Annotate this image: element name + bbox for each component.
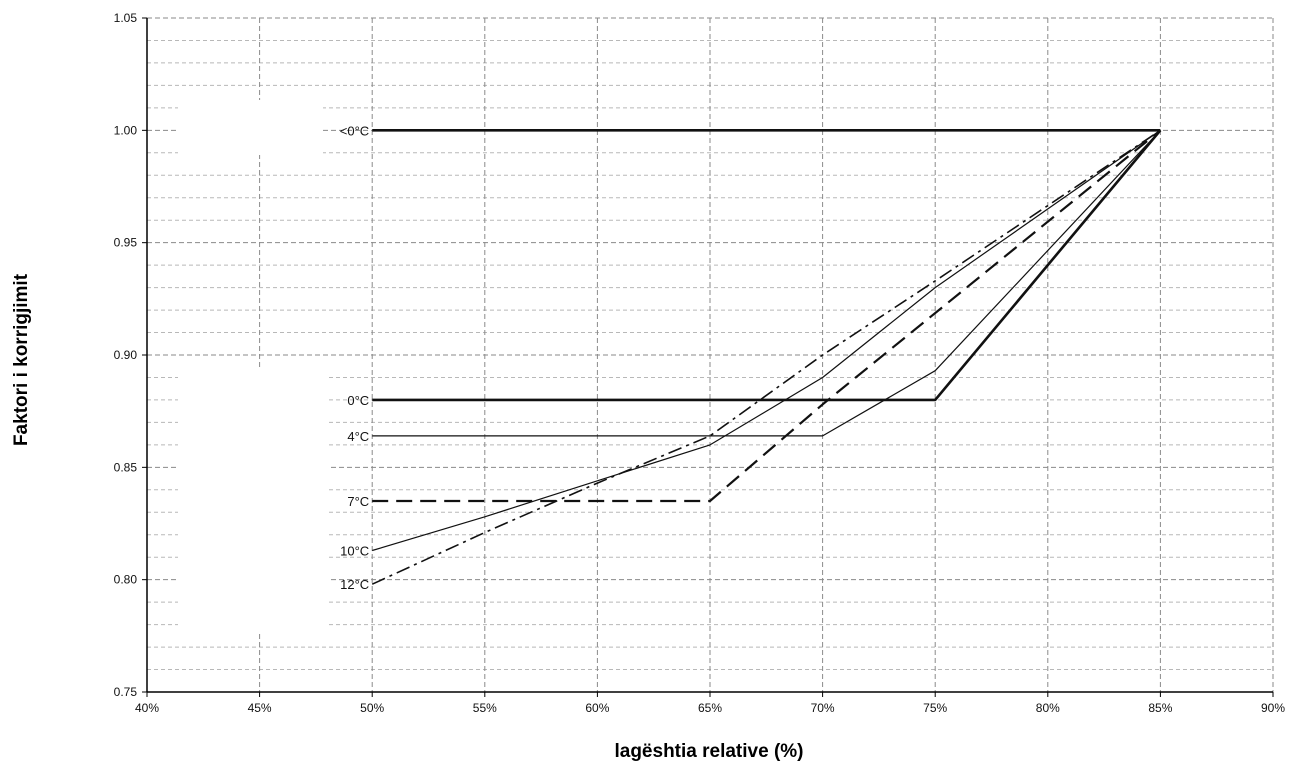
x-tick-label: 65% bbox=[698, 701, 722, 715]
x-tick-label: 70% bbox=[811, 701, 835, 715]
y-tick-label: 0.85 bbox=[114, 460, 138, 474]
y-tick-label: 0.95 bbox=[114, 236, 138, 250]
label-panel-top bbox=[178, 100, 323, 155]
y-axis-label: Faktori i korrigjimit bbox=[11, 273, 32, 446]
x-tick-label: 75% bbox=[923, 701, 947, 715]
tick-labels: 40% 45% 50% 55% 60% 65% 70% 75% 80% 85% 90% 0.75 0.8… bbox=[114, 11, 1286, 715]
axes bbox=[142, 17, 1274, 697]
y-tick-label: 0.90 bbox=[114, 348, 138, 362]
x-tick-label: 60% bbox=[585, 701, 609, 715]
series-label-5: 12°C bbox=[340, 577, 369, 592]
series-line-2 bbox=[372, 129, 1161, 437]
x-tick-label: 90% bbox=[1261, 701, 1285, 715]
x-tick-label: 50% bbox=[360, 701, 384, 715]
x-tick-label: 55% bbox=[473, 701, 497, 715]
y-tick-label: 0.80 bbox=[114, 573, 138, 587]
grid bbox=[147, 17, 1274, 692]
y-tick-label: 1.05 bbox=[114, 11, 138, 25]
x-axis-label: lagështia relative (%) bbox=[614, 741, 803, 762]
y-tick-label: 0.75 bbox=[114, 685, 138, 699]
series-label-1: 0°C bbox=[347, 393, 369, 408]
series-label-2: 4°C bbox=[347, 429, 369, 444]
series-label-0: <0°C bbox=[340, 123, 369, 138]
series-line-5 bbox=[371, 129, 1161, 585]
series-label-4: 10°C bbox=[340, 543, 369, 558]
series-line-1 bbox=[372, 129, 1162, 402]
y-tick-label: 1.00 bbox=[114, 123, 138, 137]
x-tick-label: 85% bbox=[1148, 701, 1172, 715]
series-line-3 bbox=[372, 129, 1162, 503]
plot-area bbox=[371, 129, 1162, 585]
series-line-4 bbox=[372, 129, 1161, 552]
x-tick-label: 45% bbox=[248, 701, 272, 715]
series-label-3: 7°C bbox=[347, 494, 369, 509]
series-labels: <0°C 0°C 4°C 7°C 10°C 12°C bbox=[340, 123, 369, 592]
label-panel-bottom bbox=[178, 370, 328, 632]
x-tick-label: 40% bbox=[135, 701, 159, 715]
x-tick-label: 80% bbox=[1036, 701, 1060, 715]
